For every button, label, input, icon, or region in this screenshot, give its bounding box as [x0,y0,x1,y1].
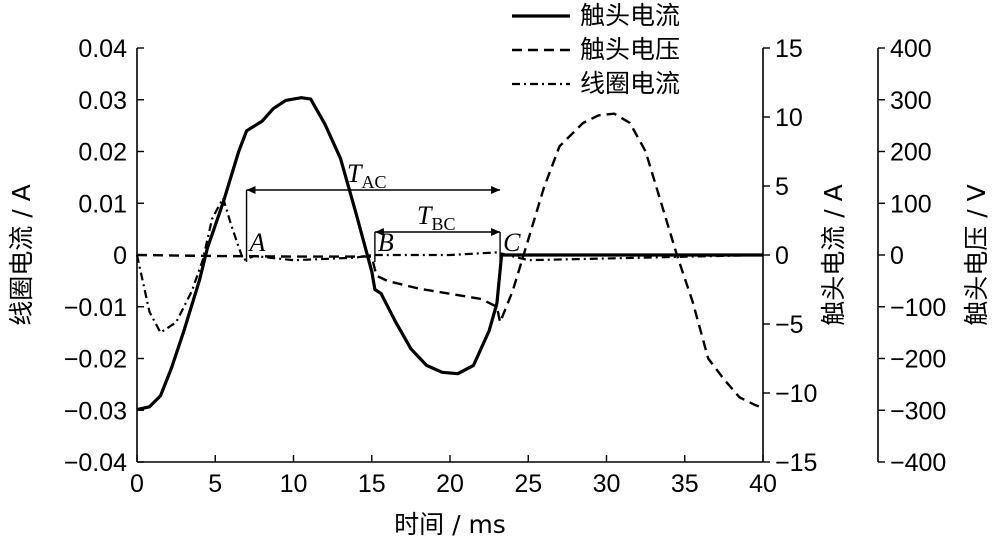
series-layer [135,96,764,412]
contact-voltage-axis-title: 触头电压 / V [962,184,991,325]
contact-voltage-tick-label: 400 [890,35,932,63]
legend-label: 触头电压 [580,35,680,64]
legend-label: 线圈电流 [580,69,680,98]
legend-label: 触头电流 [580,1,680,30]
contact-current-tick-label: 15 [775,35,803,63]
x-tick-label: 10 [280,470,308,498]
x-tick-label: 30 [593,470,621,498]
contact-current-tick-label: 5 [775,173,789,201]
coil-current-axis-title: 线圈电流 / A [7,184,36,325]
x-tick-label: 5 [208,470,222,498]
series-line-dash [136,112,764,409]
contact-voltage-tick-label: −300 [890,397,946,425]
contact-current-tick-label: 0 [775,242,789,270]
span-label-subscript: AC [361,172,386,192]
marker-label-c: C [503,228,521,257]
coil-current-tick-label: −0.02 [64,346,127,374]
coil-current-tick-label: −0.04 [64,449,127,477]
x-axis-title: 时间 / ms [394,510,506,539]
contact-current-axis-title: 触头电流 / A [819,184,848,325]
x-tick-label: 15 [358,470,386,498]
coil-current-tick-label: 0.04 [78,35,127,63]
contact-voltage-tick-label: −400 [890,449,946,477]
span-label-bc: TBC [417,201,455,234]
coil-current-tick-label: 0.03 [78,87,127,115]
coil-current-tick-label: −0.03 [64,397,127,425]
coil-current-tick-label: 0.01 [78,190,127,218]
contact-current-tick-label: 10 [775,104,803,132]
annotations-layer: A B C TAC TBC [245,159,521,262]
coil-current-tick-label: 0 [113,242,127,270]
series-line-dashdot [135,197,764,334]
x-tick-label: 40 [749,470,777,498]
contact-voltage-tick-label: 300 [890,87,932,115]
contact-current-tick-label: −10 [775,380,817,408]
x-tick-label: 25 [514,470,542,498]
x-tick-label: 0 [130,470,144,498]
contact-voltage-tick-label: −100 [890,294,946,322]
x-tick-label: 20 [436,470,464,498]
contact-current-tick-label: −5 [775,311,804,339]
span-label-subscript: BC [431,214,455,234]
series-line-solid [136,96,763,412]
contact-voltage-tick-label: 100 [890,190,932,218]
span-label-ac: TAC [347,159,386,192]
contact-voltage-tick-label: −200 [890,346,946,374]
coil-current-tick-label: 0.02 [78,139,127,167]
contact-voltage-tick-label: 200 [890,139,932,167]
contact-voltage-tick-label: 0 [890,242,904,270]
contact-current-tick-label: −15 [775,449,817,477]
marker-label-a: A [248,228,266,257]
coil-current-tick-label: −0.01 [64,294,127,322]
x-tick-label: 35 [671,470,699,498]
